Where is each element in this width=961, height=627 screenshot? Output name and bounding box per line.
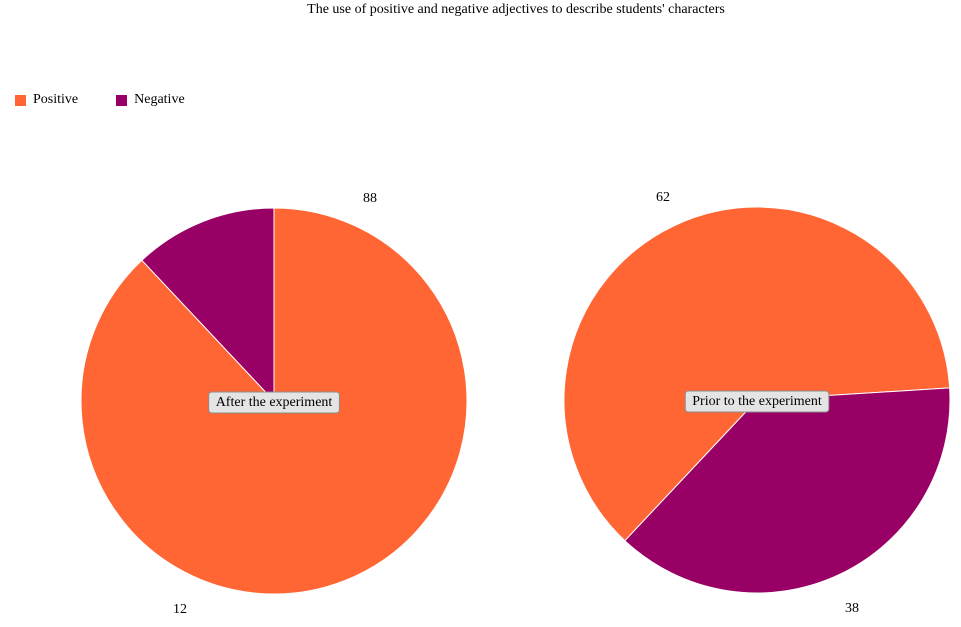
pie-slice-positive[interactable] xyxy=(563,206,951,542)
legend: Positive Negative xyxy=(15,92,223,108)
legend-item-positive[interactable]: Positive xyxy=(15,92,78,108)
pie-name-badge-bg xyxy=(684,390,830,413)
legend-item-negative[interactable]: Negative xyxy=(116,92,185,108)
data-label-positive: 62 xyxy=(656,190,670,205)
legend-swatch-negative xyxy=(116,94,128,106)
pie-name-label: After the experiment xyxy=(216,395,333,410)
legend-label-negative: Negative xyxy=(134,92,185,107)
pie-2: 62 38 xyxy=(563,190,951,616)
data-label-negative: 38 xyxy=(845,601,859,616)
pie-name-label: Prior to the experiment xyxy=(692,394,822,409)
legend-label-positive: Positive xyxy=(33,92,79,107)
pie-name-badge: After the experiment xyxy=(208,391,340,414)
chart-title: The use of positive and negative adjecti… xyxy=(307,2,725,17)
pie-slice-negative[interactable] xyxy=(624,387,951,594)
pie-name-badge: Prior to the experiment xyxy=(684,390,830,413)
data-label-negative: 12 xyxy=(173,602,187,617)
pie-name-badge-bg xyxy=(208,391,340,414)
pie-slice-negative[interactable] xyxy=(141,207,275,403)
legend-swatch-positive xyxy=(15,94,26,106)
data-label-positive: 88 xyxy=(363,191,377,206)
